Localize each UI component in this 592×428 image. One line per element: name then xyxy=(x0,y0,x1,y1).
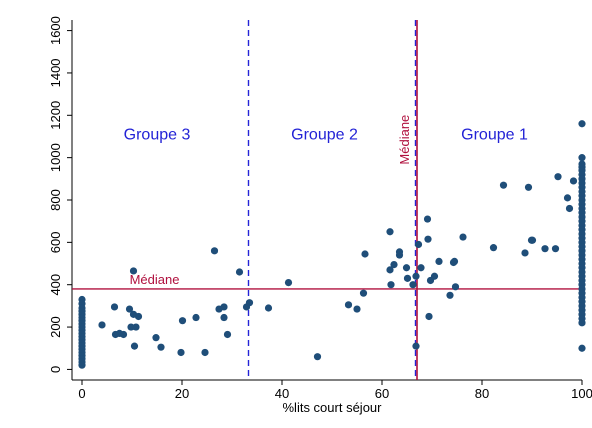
data-point xyxy=(78,361,86,369)
data-point xyxy=(528,236,537,244)
data-point xyxy=(417,264,425,272)
data-point xyxy=(551,245,560,253)
x-tick-label: 80 xyxy=(475,386,489,401)
data-point xyxy=(125,305,134,313)
data-point xyxy=(489,244,498,252)
y-tick-label: 1000 xyxy=(48,143,63,172)
data-point xyxy=(353,305,361,313)
data-point xyxy=(521,249,529,257)
data-point xyxy=(578,319,586,327)
data-point xyxy=(313,353,322,361)
data-point xyxy=(127,323,135,331)
group-label: Groupe 2 xyxy=(291,127,358,144)
data-point xyxy=(403,274,412,282)
x-tick-label: 100 xyxy=(571,386,592,401)
x-axis-label: %lits court séjour xyxy=(283,400,383,415)
data-point xyxy=(387,281,395,289)
data-point xyxy=(220,303,228,311)
data-point xyxy=(130,342,139,350)
data-point xyxy=(223,330,232,339)
data-point xyxy=(245,299,254,307)
data-point xyxy=(451,283,460,291)
data-point xyxy=(210,247,219,255)
x-tick-label: 40 xyxy=(275,386,289,401)
y-tick-label: 0 xyxy=(48,366,63,373)
data-point xyxy=(390,260,398,269)
data-point xyxy=(220,313,228,322)
y-tick-label: 1600 xyxy=(48,16,63,45)
x-tick-label: 20 xyxy=(175,386,189,401)
reference-lines xyxy=(72,20,582,380)
data-point xyxy=(361,250,369,258)
data-point xyxy=(395,248,404,256)
y-tick-label: 200 xyxy=(48,316,63,338)
data-point xyxy=(192,313,200,322)
annotations: Médiane Médiane Groupe 3 Groupe 2 Groupe 1 xyxy=(124,115,528,287)
data-point xyxy=(554,173,562,181)
data-point xyxy=(499,181,508,189)
group-label: Groupe 3 xyxy=(124,127,191,144)
data-point xyxy=(412,342,420,350)
axes: 0 20 40 60 80 1000200400600800100012001400160… xyxy=(48,16,592,401)
y-tick-label: 400 xyxy=(48,274,63,296)
data-point xyxy=(450,257,459,266)
median-horizontal-label: Médiane xyxy=(130,272,180,287)
data-point xyxy=(412,272,420,280)
data-point xyxy=(235,268,244,276)
data-point xyxy=(152,334,160,342)
data-point xyxy=(177,348,185,357)
x-tick-label: 60 xyxy=(375,386,389,401)
data-point xyxy=(284,278,293,287)
data-point xyxy=(157,343,165,351)
group-label: Groupe 1 xyxy=(461,127,528,144)
y-tick-label: 600 xyxy=(48,232,63,254)
x-tick-label: 0 xyxy=(78,386,85,401)
data-point xyxy=(409,281,417,289)
data-point xyxy=(132,323,140,331)
data-point xyxy=(578,344,586,352)
median-vertical-label: Médiane xyxy=(397,115,412,165)
data-point xyxy=(578,120,586,128)
data-point xyxy=(414,240,423,249)
data-point xyxy=(578,154,586,162)
data-point xyxy=(569,177,578,185)
data-points xyxy=(78,120,586,369)
data-point xyxy=(425,312,433,321)
data-point xyxy=(386,266,394,274)
data-point xyxy=(541,245,549,253)
y-tick-label: 1400 xyxy=(48,58,63,87)
data-point xyxy=(129,267,138,275)
y-tick-label: 800 xyxy=(48,189,63,211)
data-point xyxy=(565,204,574,213)
data-point xyxy=(563,194,572,202)
data-point xyxy=(446,291,454,299)
data-point xyxy=(134,312,143,321)
y-tick-label: 1200 xyxy=(48,101,63,130)
data-point xyxy=(459,233,467,241)
data-point xyxy=(524,183,533,191)
data-point xyxy=(386,228,394,236)
data-point xyxy=(110,303,119,311)
data-point xyxy=(264,304,273,312)
data-point xyxy=(424,235,432,243)
data-point xyxy=(359,289,368,297)
data-point xyxy=(201,348,209,357)
data-point xyxy=(423,215,432,223)
data-point xyxy=(98,321,106,329)
data-point xyxy=(344,301,353,309)
data-point xyxy=(119,330,128,339)
data-point xyxy=(430,272,439,280)
data-point xyxy=(435,257,443,266)
data-point xyxy=(402,264,411,272)
data-point xyxy=(178,317,187,325)
